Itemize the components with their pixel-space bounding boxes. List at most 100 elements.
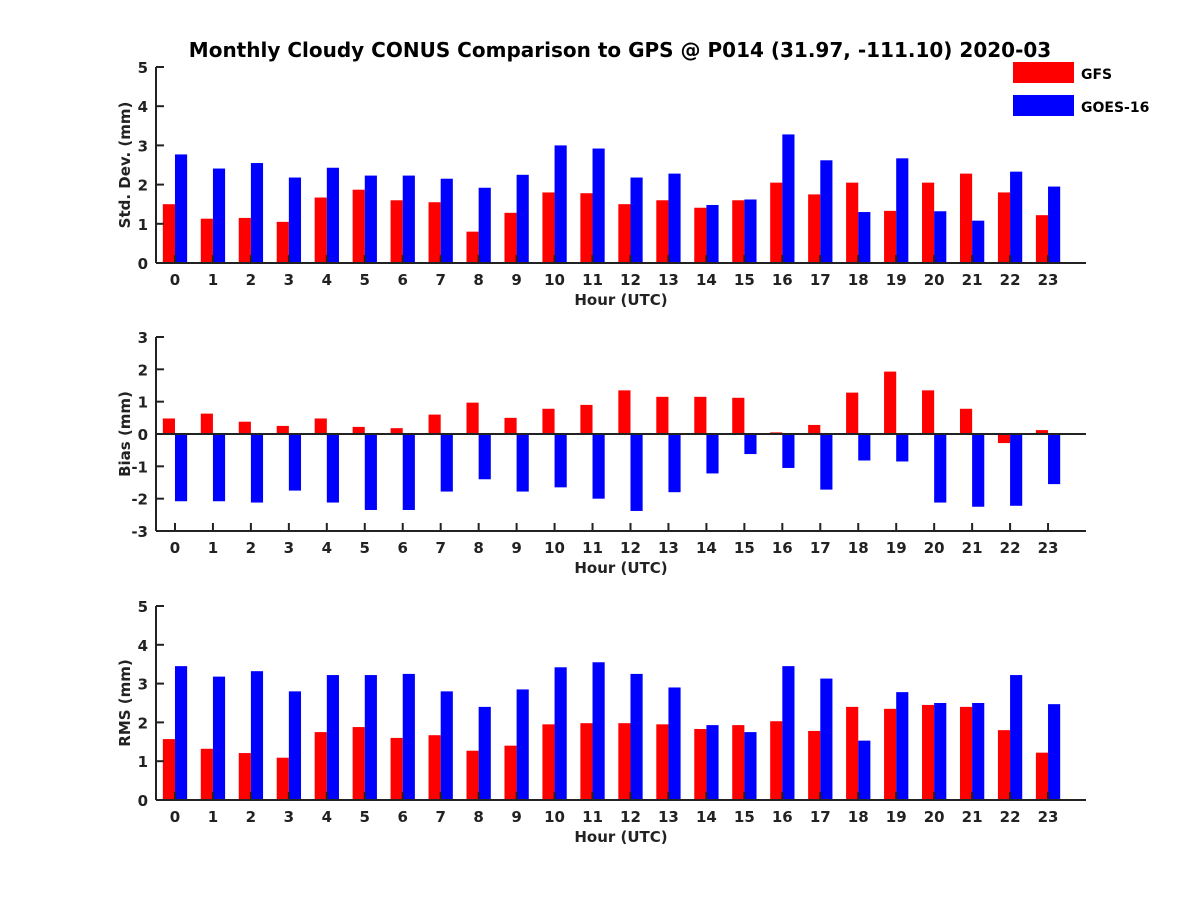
bias-bar-goes-16-5 — [364, 434, 377, 510]
bias-bar-goes-16-15 — [744, 434, 757, 455]
std-dev-bar-goes-16-11 — [592, 148, 605, 263]
bias-bar-gfs-7 — [428, 414, 441, 434]
std-dev-x-tick-label: 12 — [620, 271, 641, 289]
std-dev-y-tick-label: 1 — [138, 216, 148, 234]
std-dev-bar-gfs-8 — [466, 231, 479, 263]
bias-bar-goes-16-19 — [896, 434, 909, 462]
rms-x-tick-label: 0 — [170, 808, 180, 826]
bias-x-tick-label: 9 — [511, 539, 521, 557]
std-dev-x-tick-label: 7 — [435, 271, 445, 289]
bias-x-tick-label: 17 — [810, 539, 831, 557]
bias-bar-gfs-13 — [656, 396, 669, 434]
bias-x-tick-label: 16 — [772, 539, 793, 557]
std-dev-x-tick-label: 15 — [734, 271, 755, 289]
std-dev-x-tick-label: 22 — [1000, 271, 1021, 289]
bias-bar-gfs-12 — [618, 390, 631, 434]
std-dev-x-tick-label: 3 — [284, 271, 294, 289]
std-dev-bar-goes-16-4 — [326, 167, 339, 263]
std-dev-y-axis-label: Std. Dev. (mm) — [116, 102, 134, 229]
bias-bar-goes-16-20 — [934, 434, 947, 503]
rms-bar-gfs-19 — [884, 708, 897, 800]
rms-bar-gfs-1 — [200, 748, 213, 800]
bias-x-tick-label: 13 — [658, 539, 679, 557]
bias-x-tick-label: 8 — [473, 539, 483, 557]
rms-x-tick-label: 4 — [322, 808, 332, 826]
rms-bar-goes-16-15 — [744, 732, 757, 800]
std-dev-x-tick-label: 21 — [962, 271, 983, 289]
std-dev-y-tick-label: 4 — [138, 98, 148, 116]
rms-bar-gfs-0 — [162, 739, 175, 800]
std-dev-bar-gfs-15 — [732, 200, 745, 263]
rms-x-tick-label: 1 — [208, 808, 218, 826]
bias-bar-gfs-8 — [466, 402, 479, 434]
std-dev-bar-goes-16-8 — [478, 187, 491, 263]
std-dev-bar-gfs-20 — [922, 182, 935, 263]
bias-x-tick-label: 15 — [734, 539, 755, 557]
bias-x-axis-label: Hour (UTC) — [574, 559, 667, 577]
rms-bar-goes-16-18 — [858, 740, 871, 800]
rms-x-tick-label: 14 — [696, 808, 717, 826]
std-dev-x-tick-label: 9 — [511, 271, 521, 289]
rms-bar-goes-16-10 — [554, 667, 567, 800]
rms-bar-gfs-12 — [618, 723, 631, 800]
std-dev-bar-gfs-13 — [656, 200, 669, 263]
rms-x-tick-label: 13 — [658, 808, 679, 826]
rms-x-tick-label: 21 — [962, 808, 983, 826]
chart-title: Monthly Cloudy CONUS Comparison to GPS @… — [189, 38, 1051, 62]
bias-y-tick-label: -2 — [131, 491, 148, 509]
std-dev-bar-gfs-7 — [428, 202, 441, 263]
rms-bar-goes-16-9 — [516, 689, 529, 800]
std-dev-x-tick-label: 17 — [810, 271, 831, 289]
rms-bar-goes-16-11 — [592, 662, 605, 800]
bias-bar-gfs-1 — [200, 413, 213, 434]
rms-x-tick-label: 12 — [620, 808, 641, 826]
bias-bar-gfs-23 — [1035, 430, 1049, 434]
bias-bar-goes-16-2 — [250, 434, 264, 503]
bias-bar-goes-16-7 — [440, 434, 453, 492]
bias-bar-goes-16-22 — [1010, 434, 1023, 506]
bias-x-tick-label: 20 — [924, 539, 945, 557]
std-dev-bar-goes-16-21 — [972, 220, 985, 263]
std-dev-x-tick-label: 14 — [696, 271, 717, 289]
bias-y-tick-label: 2 — [138, 361, 148, 379]
bias-bar-gfs-0 — [162, 418, 175, 434]
std-dev-bar-gfs-0 — [162, 204, 175, 263]
std-dev-x-tick-label: 11 — [582, 271, 603, 289]
std-dev-y-tick-label: 0 — [138, 255, 148, 273]
rms-bar-gfs-20 — [922, 704, 935, 800]
bias-x-tick-label: 21 — [962, 539, 983, 557]
legend: GFS GOES-16 — [1013, 62, 1149, 116]
std-dev-bar-gfs-2 — [238, 217, 251, 263]
rms-bar-gfs-21 — [959, 706, 973, 800]
std-dev-bar-gfs-1 — [200, 218, 213, 263]
bias-bar-gfs-2 — [238, 421, 251, 434]
bias-x-tick-label: 11 — [582, 539, 603, 557]
rms-bar-goes-16-20 — [934, 703, 947, 800]
rms-bar-goes-16-7 — [440, 691, 453, 800]
std-dev-x-tick-label: 2 — [246, 271, 256, 289]
rms-bar-gfs-8 — [466, 750, 479, 800]
bias-bar-goes-16-4 — [326, 434, 339, 503]
rms-bar-goes-16-23 — [1048, 704, 1061, 800]
rms-bar-goes-16-1 — [212, 676, 226, 800]
rms-x-tick-label: 5 — [360, 808, 370, 826]
rms-bar-goes-16-14 — [706, 725, 719, 800]
std-dev-bar-goes-16-20 — [934, 211, 947, 263]
std-dev-bar-goes-16-5 — [364, 175, 377, 263]
bias-x-tick-label: 6 — [398, 539, 408, 557]
std-dev-y-tick-label: 2 — [138, 177, 148, 195]
rms-bar-gfs-6 — [390, 737, 403, 800]
std-dev-y-tick-label: 3 — [138, 137, 148, 155]
bias-bar-goes-16-12 — [630, 434, 643, 511]
rms-x-tick-label: 6 — [398, 808, 408, 826]
bias-y-tick-label: -1 — [131, 458, 148, 476]
bias-bar-gfs-9 — [504, 417, 517, 434]
std-dev-bar-goes-16-16 — [782, 134, 795, 263]
rms-x-tick-label: 11 — [582, 808, 603, 826]
std-dev-bar-goes-16-14 — [706, 204, 719, 263]
rms-bar-goes-16-6 — [402, 673, 415, 800]
std-dev-bar-goes-16-19 — [896, 158, 909, 263]
std-dev-bar-goes-16-7 — [440, 178, 453, 263]
rms-bar-gfs-17 — [808, 730, 821, 800]
